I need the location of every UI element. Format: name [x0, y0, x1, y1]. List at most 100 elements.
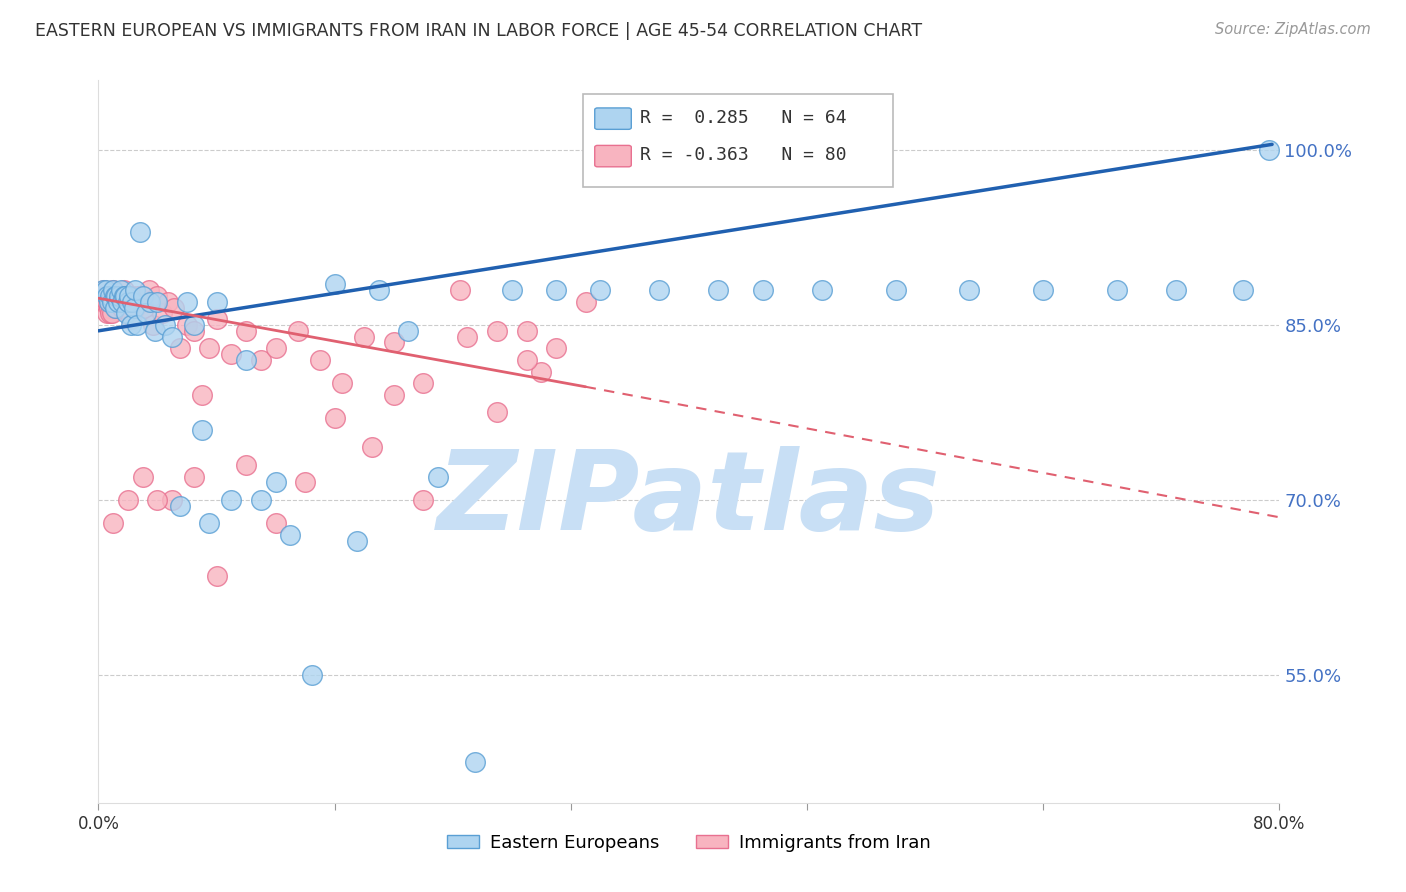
Point: [235, 458, 257, 472]
Point: [105, 301, 128, 315]
Point: [959, 283, 981, 297]
Point: [752, 283, 775, 297]
Point: [97, 294, 120, 309]
Point: [1258, 143, 1281, 157]
Point: [464, 755, 486, 769]
Point: [103, 283, 125, 297]
Text: Source: ZipAtlas.com: Source: ZipAtlas.com: [1215, 22, 1371, 37]
Point: [707, 283, 730, 297]
Point: [191, 388, 214, 402]
Point: [135, 306, 157, 320]
Point: [1166, 283, 1188, 297]
Point: [128, 225, 150, 239]
Point: [221, 492, 243, 507]
Point: [94, 283, 117, 297]
Point: [103, 283, 125, 297]
Point: [118, 289, 141, 303]
Point: [368, 283, 391, 297]
Point: [142, 318, 165, 332]
Point: [530, 365, 553, 379]
Point: [108, 289, 131, 303]
Point: [221, 347, 243, 361]
Point: [382, 335, 405, 350]
Point: [176, 318, 198, 332]
Point: [93, 283, 115, 297]
Point: [264, 475, 287, 490]
Point: [330, 376, 353, 391]
Point: [90, 289, 112, 303]
Point: [810, 283, 832, 297]
Point: [111, 301, 134, 315]
Point: [163, 301, 186, 315]
Point: [112, 289, 135, 303]
Point: [93, 294, 115, 309]
Text: R = -0.363   N = 80: R = -0.363 N = 80: [640, 146, 846, 164]
Point: [648, 283, 671, 297]
Point: [100, 306, 122, 320]
Point: [127, 289, 149, 303]
Point: [129, 294, 152, 309]
Point: [205, 294, 228, 309]
Point: [546, 283, 568, 297]
Point: [589, 283, 612, 297]
Point: [382, 388, 405, 402]
Point: [108, 294, 131, 309]
Point: [153, 318, 176, 332]
Point: [110, 283, 132, 297]
Point: [360, 441, 382, 455]
Point: [575, 294, 598, 309]
Point: [162, 329, 183, 343]
Point: [235, 324, 257, 338]
Point: [94, 289, 117, 303]
Point: [183, 469, 205, 483]
Point: [105, 289, 128, 303]
Point: [146, 492, 169, 507]
Point: [183, 324, 205, 338]
Point: [516, 324, 538, 338]
Point: [235, 353, 257, 368]
Point: [124, 283, 146, 297]
Point: [89, 289, 111, 303]
Point: [346, 533, 368, 548]
Point: [457, 329, 479, 343]
Point: [114, 289, 136, 303]
Point: [323, 277, 346, 292]
Point: [104, 289, 127, 303]
Point: [97, 289, 120, 303]
Text: EASTERN EUROPEAN VS IMMIGRANTS FROM IRAN IN LABOR FORCE | AGE 45-54 CORRELATION : EASTERN EUROPEAN VS IMMIGRANTS FROM IRAN…: [35, 22, 922, 40]
Point: [150, 306, 173, 320]
Point: [205, 312, 228, 326]
Point: [546, 341, 568, 355]
Point: [250, 492, 273, 507]
Point: [398, 324, 420, 338]
Point: [156, 294, 179, 309]
Point: [122, 294, 145, 309]
Point: [103, 294, 125, 309]
Point: [100, 294, 122, 309]
Point: [264, 516, 287, 530]
Point: [96, 294, 118, 309]
Point: [309, 353, 332, 368]
Point: [353, 329, 375, 343]
Point: [301, 667, 323, 681]
Point: [122, 301, 145, 315]
Text: ZIPatlas: ZIPatlas: [437, 446, 941, 553]
Point: [287, 324, 309, 338]
Point: [146, 294, 169, 309]
Point: [91, 289, 114, 303]
Point: [205, 568, 228, 582]
Point: [169, 499, 191, 513]
Point: [191, 423, 214, 437]
Point: [1107, 283, 1129, 297]
Point: [162, 492, 183, 507]
Point: [105, 289, 128, 303]
Point: [96, 289, 118, 303]
Point: [486, 324, 509, 338]
Point: [250, 353, 273, 368]
Point: [107, 294, 129, 309]
Point: [486, 405, 509, 419]
Point: [412, 376, 434, 391]
Point: [103, 516, 125, 530]
Point: [198, 341, 221, 355]
Point: [100, 289, 122, 303]
